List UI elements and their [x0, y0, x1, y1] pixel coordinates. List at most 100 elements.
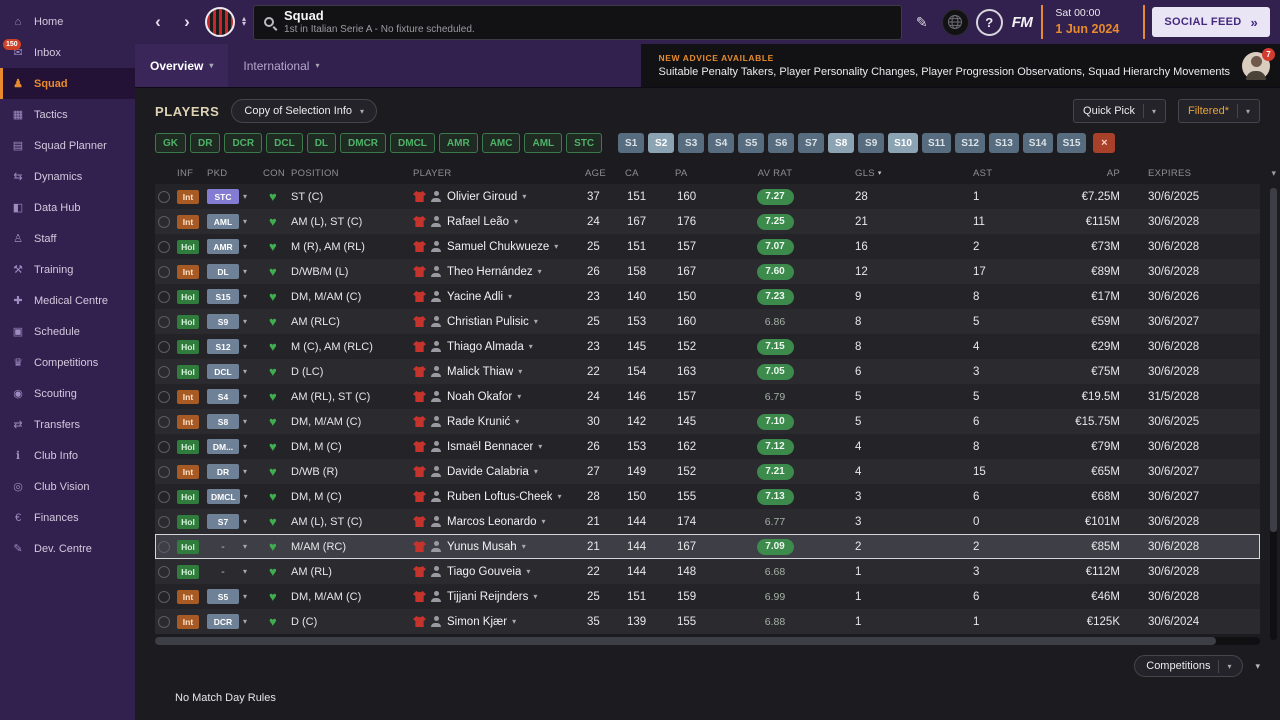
sidebar-item-squad-planner[interactable]: ▤ Squad Planner [0, 130, 135, 161]
sidebar-item-competitions[interactable]: ♛ Competitions [0, 347, 135, 378]
row-checkbox[interactable] [158, 365, 170, 378]
collapse-panel-chevron[interactable]: ▾ [1255, 660, 1260, 671]
clear-filters-button[interactable]: × [1093, 133, 1116, 153]
info-badge[interactable]: Hol [177, 564, 199, 579]
picked-position-dropdown[interactable]: S9 ▾ [207, 314, 263, 329]
player-cell[interactable]: Rade Krunić ▾ [413, 416, 585, 428]
social-feed-button[interactable]: SOCIAL FEED » [1152, 7, 1270, 37]
horizontal-scrollbar[interactable] [155, 637, 1260, 645]
sub-filter-s3[interactable]: S3 [678, 133, 705, 153]
sub-filter-s10[interactable]: S10 [888, 133, 918, 153]
picked-position-dropdown[interactable]: DCR ▾ [207, 614, 263, 629]
picked-position-dropdown[interactable]: DMCL ▾ [207, 489, 263, 504]
table-row[interactable]: Int STC ▾ ♥ ST (C) Olivier Giroud ▾ 37 15… [155, 184, 1260, 209]
info-badge[interactable]: Int [177, 614, 199, 629]
table-row[interactable]: Hol - ▾ ♥ AM (RL) Tiago Gouveia ▾ 22 144 … [155, 559, 1260, 584]
picked-position-dropdown[interactable]: - ▾ [207, 566, 263, 578]
sidebar-item-club-info[interactable]: ℹ Club Info [0, 440, 135, 471]
sidebar-item-home[interactable]: ⌂ Home [0, 6, 135, 37]
back-button[interactable]: ‹ [147, 8, 169, 36]
player-cell[interactable]: Olivier Giroud ▾ [413, 191, 585, 203]
row-checkbox[interactable] [158, 265, 170, 278]
info-badge[interactable]: Hol [177, 439, 199, 454]
player-name[interactable]: Rade Krunić [447, 415, 511, 428]
sidebar-item-dev-centre[interactable]: ✎ Dev. Centre [0, 533, 135, 564]
competitions-dropdown[interactable]: Competitions ▾ [1134, 655, 1244, 677]
search-title-box[interactable]: Squad 1st in Italian Serie A - No fixtur… [253, 4, 902, 40]
row-checkbox[interactable] [158, 390, 170, 403]
column-header-age[interactable]: AGE [585, 167, 606, 179]
table-row[interactable]: Int DL ▾ ♥ D/WB/M (L) Theo Hernández ▾ 26… [155, 259, 1260, 284]
row-checkbox[interactable] [158, 565, 170, 578]
table-row[interactable]: Int DCR ▾ ♥ D (C) Simon Kjær ▾ 35 139 155… [155, 609, 1260, 634]
date-display[interactable]: Sat 00:00 1 Jun 2024 [1041, 5, 1146, 39]
picked-position-dropdown[interactable]: S4 ▾ [207, 389, 263, 404]
info-badge[interactable]: Int [177, 264, 199, 279]
table-row[interactable]: Int S4 ▾ ♥ AM (RL), ST (C) Noah Okafor ▾ … [155, 384, 1260, 409]
column-header-av-rat[interactable]: AV RAT [757, 167, 793, 179]
info-badge[interactable]: Hol [177, 339, 199, 354]
table-row[interactable]: Int S5 ▾ ♥ DM, M/AM (C) Tijjani Reijnders… [155, 584, 1260, 609]
horizontal-scrollbar-thumb[interactable] [155, 637, 1216, 645]
table-row[interactable]: Hol DCL ▾ ♥ D (LC) Malick Thiaw ▾ 22 154 … [155, 359, 1260, 384]
position-filter-dl[interactable]: DL [306, 133, 337, 153]
player-cell[interactable]: Thiago Almada ▾ [413, 341, 585, 353]
column-header-player[interactable]: PLAYER [413, 167, 452, 179]
player-name[interactable]: Theo Hernández [447, 265, 533, 278]
player-name[interactable]: Noah Okafor [447, 390, 513, 403]
sidebar-item-finances[interactable]: € Finances [0, 502, 135, 533]
player-name[interactable]: Olivier Giroud [447, 190, 518, 203]
picked-position-dropdown[interactable]: DCL ▾ [207, 364, 263, 379]
picked-position-dropdown[interactable]: AMR ▾ [207, 239, 263, 254]
picked-position-dropdown[interactable]: S12 ▾ [207, 339, 263, 354]
sub-filter-s9[interactable]: S9 [858, 133, 885, 153]
sub-filter-s13[interactable]: S13 [989, 133, 1019, 153]
player-name[interactable]: Simon Kjær [447, 615, 508, 628]
info-badge[interactable]: Int [177, 589, 199, 604]
player-name[interactable]: Yunus Musah [447, 540, 517, 553]
column-header-pkd[interactable]: PKD [207, 167, 228, 179]
info-badge[interactable]: Hol [177, 289, 199, 304]
row-checkbox[interactable] [158, 615, 170, 628]
table-row[interactable]: Int S8 ▾ ♥ DM, M/AM (C) Rade Krunić ▾ 30 … [155, 409, 1260, 434]
info-badge[interactable]: Int [177, 189, 199, 204]
info-badge[interactable]: Hol [177, 514, 199, 529]
picked-position-dropdown[interactable]: DL ▾ [207, 264, 263, 279]
column-header-ca[interactable]: CA [625, 167, 639, 179]
table-row[interactable]: Hol S9 ▾ ♥ AM (RLC) Christian Pulisic ▾ 2… [155, 309, 1260, 334]
column-header-ast[interactable]: AST [973, 167, 993, 179]
table-row[interactable]: Hol DMCL ▾ ♥ DM, M (C) Ruben Loftus-Cheek… [155, 484, 1260, 509]
sidebar-item-schedule[interactable]: ▣ Schedule [0, 316, 135, 347]
sub-filter-s4[interactable]: S4 [708, 133, 735, 153]
sidebar-item-medical-centre[interactable]: ✚ Medical Centre [0, 285, 135, 316]
player-name[interactable]: Davide Calabria [447, 465, 529, 478]
row-checkbox[interactable] [158, 465, 170, 478]
sidebar-item-inbox[interactable]: 150 ✉ Inbox [0, 37, 135, 68]
position-filter-dr[interactable]: DR [190, 133, 221, 153]
info-badge[interactable]: Hol [177, 539, 199, 554]
column-header-gls[interactable]: GLS ▾ [855, 167, 882, 179]
table-row[interactable]: Hol AMR ▾ ♥ M (R), AM (RL) Samuel Chukwue… [155, 234, 1260, 259]
picked-position-dropdown[interactable]: AML ▾ [207, 214, 263, 229]
picked-position-dropdown[interactable]: DM... ▾ [207, 439, 263, 454]
player-name[interactable]: Christian Pulisic [447, 315, 529, 328]
sidebar-item-club-vision[interactable]: ◎ Club Vision [0, 471, 135, 502]
table-row[interactable]: Int DR ▾ ♥ D/WB (R) Davide Calabria ▾ 27 … [155, 459, 1260, 484]
player-name[interactable]: Thiago Almada [447, 340, 524, 353]
table-row[interactable]: Hol S15 ▾ ♥ DM, M/AM (C) Yacine Adli ▾ 23… [155, 284, 1260, 309]
row-checkbox[interactable] [158, 340, 170, 353]
column-header-pa[interactable]: PA [675, 167, 688, 179]
sub-filter-s6[interactable]: S6 [768, 133, 795, 153]
player-name[interactable]: Yacine Adli [447, 290, 504, 303]
column-header-position[interactable]: POSITION [291, 167, 339, 179]
sub-filter-s5[interactable]: S5 [738, 133, 765, 153]
player-cell[interactable]: Rafael Leão ▾ [413, 216, 585, 228]
player-cell[interactable]: Tiago Gouveia ▾ [413, 566, 585, 578]
row-checkbox[interactable] [158, 490, 170, 503]
player-cell[interactable]: Tijjani Reijnders ▾ [413, 591, 585, 603]
player-cell[interactable]: Ruben Loftus-Cheek ▾ [413, 491, 585, 503]
table-options-chevron[interactable]: ▾ [1271, 168, 1276, 178]
player-name[interactable]: Ismaël Bennacer [447, 440, 534, 453]
position-filter-aml[interactable]: AML [524, 133, 563, 153]
sidebar-item-dynamics[interactable]: ⇆ Dynamics [0, 161, 135, 192]
